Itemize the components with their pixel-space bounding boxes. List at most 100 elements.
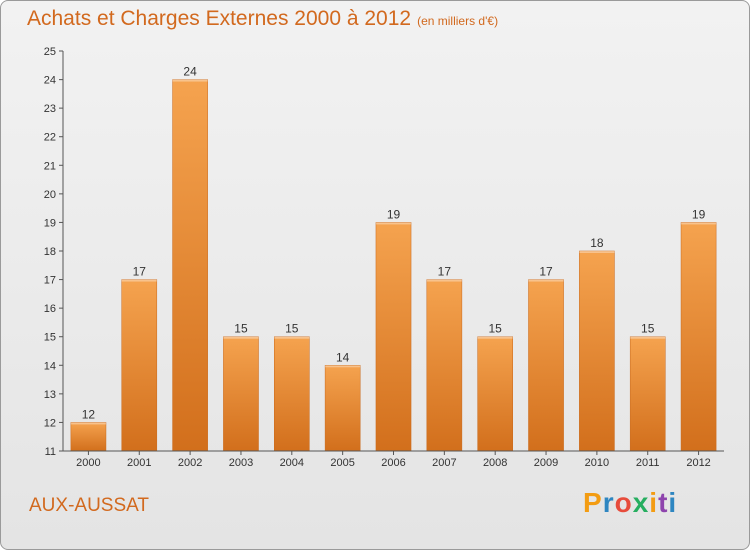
x-tick: 2012	[686, 451, 711, 469]
x-tick: 2011	[636, 451, 660, 469]
bar	[324, 365, 361, 452]
bar	[70, 422, 107, 452]
bar-value-label: 12	[82, 407, 96, 421]
x-tick: 2010	[585, 451, 609, 469]
bar-group: 14	[324, 350, 361, 452]
y-tick: 20	[44, 189, 63, 201]
bar-group: 19	[375, 207, 412, 452]
bar-highlight	[70, 422, 106, 425]
y-tick: 21	[44, 160, 63, 172]
x-tick-label: 2003	[229, 457, 253, 469]
y-tick: 19	[44, 217, 63, 229]
y-tick: 13	[44, 389, 63, 401]
x-tick: 2004	[280, 451, 304, 469]
bar-value-label: 15	[234, 322, 248, 336]
y-tick: 18	[44, 246, 63, 258]
x-tick-label: 2010	[585, 457, 609, 469]
logo-letter: o	[614, 487, 633, 518]
proxiti-logo: Proxiti	[583, 487, 677, 519]
x-tick-label: 2008	[483, 457, 507, 469]
y-tick-label: 15	[44, 332, 56, 344]
y-tick-label: 14	[44, 360, 56, 372]
y-tick: 12	[44, 417, 63, 429]
bar	[680, 222, 717, 452]
bar-value-label: 19	[387, 207, 401, 221]
bar-highlight	[121, 279, 157, 282]
y-tick: 22	[44, 132, 63, 144]
bar-group: 24	[172, 65, 208, 452]
x-tick-label: 2000	[76, 457, 100, 469]
bar	[579, 250, 615, 452]
x-tick-label: 2007	[432, 457, 456, 469]
bar-value-label: 14	[336, 350, 350, 364]
x-tick: 2000	[76, 451, 101, 469]
bar-highlight	[579, 251, 615, 253]
y-tick: 15	[44, 332, 63, 344]
y-tick-label: 23	[44, 103, 56, 115]
logo-letter: t	[658, 487, 669, 518]
logo-letter: i	[649, 487, 659, 518]
chart-title: Achats et Charges Externes 2000 à 2012 (e…	[27, 7, 499, 30]
y-tick-label: 24	[44, 75, 56, 87]
bar-group: 15	[223, 322, 259, 452]
bar-value-label: 15	[489, 322, 503, 336]
x-tick: 2005	[330, 451, 355, 469]
bar-group: 15	[477, 322, 513, 452]
y-tick-label: 11	[45, 446, 56, 458]
bar	[172, 79, 208, 452]
bar-group: 17	[426, 265, 463, 452]
bar-value-label: 24	[183, 65, 197, 79]
y-tick-label: 12	[44, 417, 56, 429]
x-tick-label: 2004	[280, 457, 304, 469]
bar-group: 17	[528, 265, 564, 452]
bar	[274, 336, 310, 452]
x-axis: 2000 2001 2002 2003 2004 2005 2006 2007 2008 2009…	[63, 450, 724, 469]
x-tick: 2006	[381, 451, 406, 469]
y-tick-label: 13	[44, 389, 56, 401]
bar-highlight	[223, 336, 259, 339]
bar-group: 15	[274, 322, 310, 452]
x-tick-label: 2012	[686, 457, 710, 469]
y-tick: 14	[44, 360, 63, 372]
bar-highlight	[630, 336, 666, 339]
y-axis: 11 12 13 14 15 16 17 18 19 20 21 22 23 24 25	[44, 46, 64, 458]
bar-highlight	[274, 336, 310, 339]
y-tick-label: 19	[44, 217, 56, 229]
bar	[223, 336, 259, 452]
y-tick-label: 16	[44, 303, 56, 315]
bar-group: 17	[121, 265, 158, 452]
y-tick-label: 20	[44, 189, 56, 201]
chart-subtitle: (en milliers d'€)	[417, 14, 499, 28]
bar-highlight	[375, 222, 412, 225]
commune-name: AUX-AUSSAT	[29, 495, 150, 516]
bar-highlight	[172, 79, 208, 82]
bar-value-label: 15	[285, 322, 299, 336]
bar	[121, 279, 158, 452]
x-tick-label: 2005	[330, 457, 354, 469]
bar-group: 19	[680, 207, 717, 452]
bar	[375, 222, 412, 452]
y-tick: 17	[44, 275, 63, 287]
bar	[528, 279, 564, 452]
bar-group: 15	[629, 322, 666, 452]
x-tick-label: 2002	[178, 457, 202, 469]
logo-letter: x	[632, 487, 650, 518]
bar-value-label: 18	[590, 236, 604, 250]
bar-highlight	[681, 222, 717, 225]
bar-highlight	[528, 279, 564, 282]
y-tick: 23	[44, 103, 63, 115]
y-tick-label: 21	[44, 160, 56, 172]
bar-value-label: 17	[438, 265, 452, 279]
bar	[426, 279, 463, 452]
x-tick: 2007	[432, 451, 457, 469]
bar-group: 18	[579, 236, 615, 452]
x-tick: 2009	[534, 451, 558, 469]
x-tick-label: 2009	[534, 457, 558, 469]
x-tick-label: 2001	[127, 457, 151, 469]
bar-value-label: 15	[641, 322, 655, 336]
bar	[477, 336, 513, 452]
y-tick: 24	[44, 75, 63, 87]
x-tick-label: 2006	[381, 457, 405, 469]
